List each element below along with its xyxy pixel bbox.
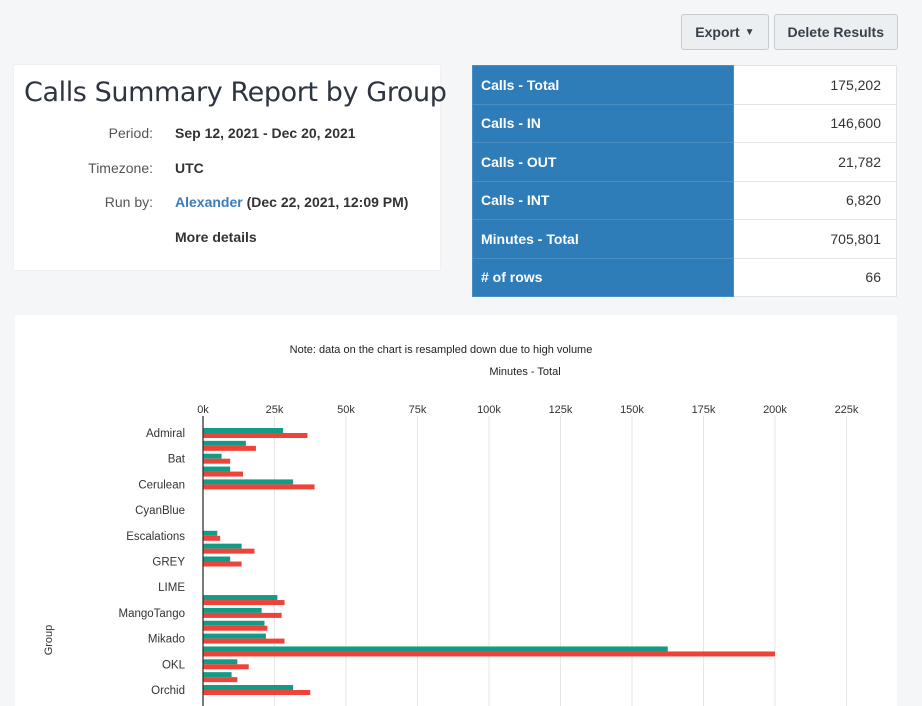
- x-tick-label: 225k: [835, 404, 859, 416]
- more-details-row: More details: [14, 229, 440, 249]
- bar: [203, 595, 278, 601]
- x-tick-label: 200k: [763, 404, 787, 416]
- run-by-label: Run by:: [104, 194, 153, 210]
- y-tick-label: CyanBlue: [135, 505, 185, 517]
- summary-row: Calls - OUT 21,782: [472, 142, 897, 182]
- x-tick-label: 125k: [549, 404, 573, 416]
- summary-row: # of rows 66: [472, 257, 897, 297]
- x-tick-label: 0k: [197, 404, 209, 416]
- summary-value: 21,782: [733, 142, 897, 182]
- y-tick-label: Orchid: [151, 685, 185, 697]
- summary-row: Minutes - Total 705,801: [472, 219, 897, 259]
- bar: [203, 479, 294, 485]
- summary-value: 175,202: [733, 65, 897, 105]
- y-tick-label: MangoTango: [119, 608, 186, 620]
- bar: [203, 633, 266, 639]
- y-tick-label: LIME: [158, 582, 185, 594]
- bar: [203, 556, 231, 562]
- bar: [203, 690, 311, 695]
- y-tick-label: OKL: [162, 659, 186, 671]
- bar: [203, 484, 315, 490]
- bar: [203, 625, 268, 631]
- bar: [203, 685, 294, 690]
- bar: [203, 466, 231, 472]
- x-tick-label: 50k: [337, 404, 355, 416]
- summary-label: Minutes - Total: [472, 219, 734, 259]
- summary-value: 146,600: [733, 103, 897, 143]
- caret-down-icon: ▼: [744, 26, 755, 38]
- y-axis-label: Group: [43, 625, 55, 656]
- bar: [203, 672, 232, 678]
- bar: [203, 530, 218, 536]
- bar: [203, 453, 222, 459]
- x-tick-label: 175k: [692, 404, 716, 416]
- toolbar: Export ▼ Delete Results: [681, 14, 898, 50]
- bar: [203, 612, 282, 618]
- bar: [203, 600, 285, 606]
- bar: [203, 607, 262, 613]
- summary-value: 6,820: [733, 180, 897, 220]
- y-tick-label: Cerulean: [138, 479, 185, 491]
- period-row: Period: Sep 12, 2021 - Dec 20, 2021: [14, 125, 440, 145]
- bar: [203, 548, 255, 554]
- chart-card: Note: data on the chart is resampled dow…: [15, 315, 897, 706]
- report-info-card: Calls Summary Report by Group Period: Se…: [14, 65, 447, 270]
- x-tick-label: 100k: [477, 404, 501, 416]
- run-by-row: Run by: Alexander (Dec 22, 2021, 12:09 P…: [14, 194, 440, 214]
- bar: [203, 445, 256, 451]
- y-tick-label: Bat: [168, 454, 186, 466]
- summary-label: Calls - IN: [472, 103, 734, 143]
- bar: [203, 638, 285, 644]
- bar: [203, 471, 244, 477]
- summary-value: 66: [733, 257, 897, 297]
- bar: [203, 440, 246, 446]
- x-tick-label: 75k: [409, 404, 427, 416]
- bar: [203, 543, 242, 549]
- summary-row: Calls - IN 146,600: [472, 103, 897, 143]
- bar: [203, 659, 238, 665]
- summary-label: Calls - INT: [472, 180, 734, 220]
- timezone-value: UTC: [175, 160, 204, 176]
- run-by-value: Alexander (Dec 22, 2021, 12:09 PM): [175, 194, 408, 210]
- timezone-label: Timezone:: [88, 160, 153, 176]
- bar: [203, 561, 242, 567]
- x-tick-label: 150k: [620, 404, 644, 416]
- x-tick-label: 25k: [266, 404, 284, 416]
- y-tick-label: Admiral: [146, 428, 185, 440]
- bar: [203, 433, 308, 438]
- bar: [203, 664, 249, 670]
- summary-row: Calls - Total 175,202: [472, 65, 897, 105]
- summary-label: Calls - Total: [472, 65, 734, 105]
- bar: [203, 651, 775, 657]
- run-by-time: (Dec 22, 2021, 12:09 PM): [246, 194, 409, 210]
- y-tick-label: Mikado: [148, 634, 185, 646]
- bar: [203, 620, 265, 626]
- period-value: Sep 12, 2021 - Dec 20, 2021: [175, 125, 356, 141]
- summary-table: Calls - Total 175,202 Calls - IN 146,600 Cal…: [472, 65, 897, 297]
- chart-note: Note: data on the chart is resampled dow…: [290, 344, 593, 356]
- more-details-link[interactable]: More details: [175, 229, 257, 245]
- y-tick-label: GREY: [152, 557, 185, 569]
- summary-value: 705,801: [733, 219, 897, 259]
- bar: [203, 677, 238, 683]
- run-by-user-link[interactable]: Alexander: [175, 194, 243, 210]
- summary-row: Calls - INT 6,820: [472, 180, 897, 220]
- delete-results-button[interactable]: Delete Results: [773, 14, 898, 50]
- bar: [203, 535, 221, 541]
- y-tick-label: Escalations: [126, 531, 185, 543]
- bar: [203, 646, 668, 652]
- bar-chart: Note: data on the chart is resampled dow…: [43, 344, 859, 706]
- export-button[interactable]: Export ▼: [681, 14, 769, 50]
- summary-label: # of rows: [472, 257, 734, 297]
- period-label: Period:: [108, 125, 153, 141]
- page-title: Calls Summary Report by Group: [24, 77, 447, 108]
- bar: [203, 428, 284, 433]
- bar: [203, 458, 231, 464]
- export-label: Export: [695, 24, 740, 40]
- summary-label: Calls - OUT: [472, 142, 734, 182]
- chart-title: Minutes - Total: [489, 366, 560, 378]
- timezone-row: Timezone: UTC: [14, 160, 440, 180]
